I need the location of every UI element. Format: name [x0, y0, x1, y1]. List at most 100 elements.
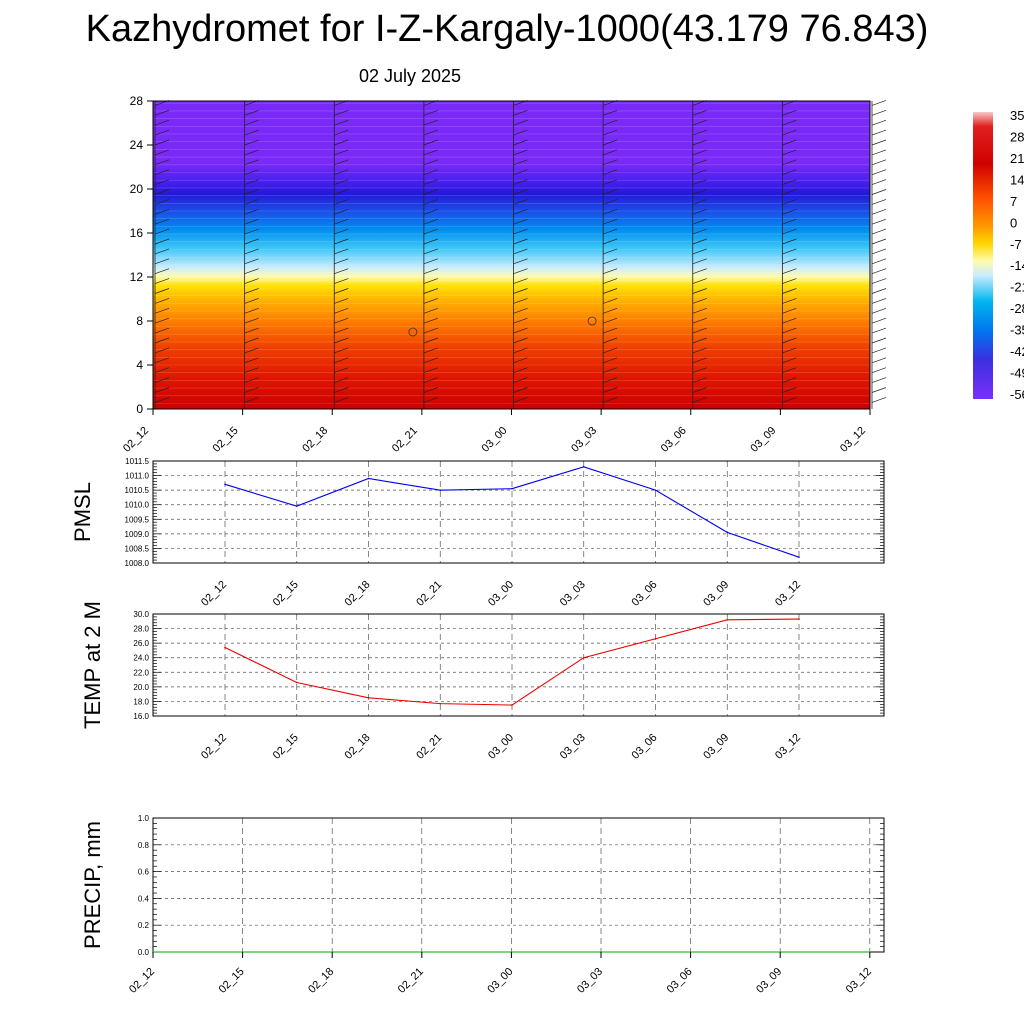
wind-barb-flag	[423, 218, 438, 225]
wind-barb-flag	[871, 298, 887, 304]
wind-barb-flag	[423, 397, 438, 403]
y-axis-title: PRECIP, mm	[80, 821, 105, 949]
wind-barb-flag	[603, 307, 618, 314]
x-tick-label: 02_15	[211, 425, 241, 455]
wind-barb-flag	[782, 248, 797, 255]
wind-barb-flag	[692, 139, 707, 146]
wind-barb-flag	[423, 179, 438, 185]
colorbar-label: -21	[1010, 280, 1024, 295]
wind-barb-flag	[423, 367, 438, 374]
x-tick-label: 03_00	[480, 425, 510, 455]
wind-barb-flag	[782, 357, 797, 364]
wind-barb-flag	[244, 298, 259, 304]
wind-barb-flag	[692, 307, 707, 314]
colorbar-label: -56	[1010, 387, 1024, 402]
y-tick-label: 1008.5	[125, 544, 150, 553]
wind-barb-flag	[244, 397, 259, 403]
wind-barb-flag	[423, 288, 438, 294]
data-point	[654, 489, 657, 491]
wind-barb-flag	[603, 248, 618, 255]
x-tick-label: 03_00	[486, 732, 516, 762]
wind-barb-flag	[603, 119, 618, 126]
wind-barb-flag	[871, 347, 887, 354]
wind-barb-flag	[871, 278, 887, 284]
wind-barb-flag	[692, 327, 707, 334]
y-tick-label: 24	[130, 138, 144, 152]
wind-barb-flag	[244, 317, 259, 324]
wind-barb-flag	[603, 357, 618, 364]
wind-barb-flag	[334, 208, 349, 215]
wind-barb-flag	[692, 109, 707, 116]
data-point	[726, 531, 729, 534]
wind-barb-flag	[603, 298, 618, 304]
precip-panel: 0.0 0.2 0.4 0.6 0.8 1.0 02_12 02_15 02_18 02_21 03…	[80, 814, 885, 996]
y-tick-label: 26.0	[133, 639, 149, 648]
wind-barb-flag	[334, 288, 349, 294]
wind-barb-flag	[244, 139, 259, 146]
wind-barb-flag	[423, 258, 438, 265]
wind-barb-flag	[334, 199, 349, 205]
wind-barb-flag	[154, 159, 170, 166]
wind-barb-flag	[782, 208, 797, 215]
data-point	[511, 487, 513, 490]
wind-barb-flag	[782, 258, 797, 265]
wind-barb-flag	[334, 278, 349, 284]
wind-barb-flag	[513, 228, 528, 235]
x-tick-label: 03_06	[630, 579, 660, 609]
wind-barb-flag	[244, 347, 259, 354]
wind-barb-flag	[782, 129, 797, 136]
wind-barb-flag	[423, 119, 438, 126]
wind-barb-flag	[154, 327, 170, 334]
wind-barb-flag	[692, 169, 707, 176]
wind-barb-flag	[871, 119, 887, 126]
data-point	[798, 618, 800, 620]
wind-barb-flag	[871, 208, 887, 215]
y-tick-label: 12	[130, 270, 144, 284]
wind-barb-flag	[423, 307, 438, 314]
x-tick-label: 02_21	[396, 966, 426, 996]
wind-barb-flag	[692, 208, 707, 215]
wind-barb-flag	[154, 268, 170, 275]
wind-barb-flag	[154, 337, 170, 344]
y-tick-label: 24.0	[133, 654, 149, 663]
wind-barb-flag	[244, 307, 259, 314]
x-tick-label: 03_12	[773, 579, 803, 609]
wind-barb-flag	[513, 238, 528, 245]
wind-barb-flag	[603, 367, 618, 374]
wind-barb-flag	[244, 208, 259, 215]
wind-barb-flag	[154, 228, 170, 235]
wind-barb-flag	[692, 189, 707, 195]
wind-barb-flag	[692, 278, 707, 284]
data-point	[439, 702, 442, 705]
wind-barb-flag	[782, 218, 797, 225]
wind-barb-flag	[154, 387, 170, 393]
colorbar-label: 35	[1010, 108, 1024, 123]
wind-barb-flag	[603, 288, 618, 294]
y-tick-label: 1011.5	[125, 457, 149, 466]
y-tick-label: 28	[130, 94, 144, 108]
wind-barb-flag	[334, 248, 349, 255]
wind-barb-flag	[423, 109, 438, 116]
wind-barb-flag	[871, 337, 887, 344]
wind-barb-flag	[334, 258, 349, 265]
x-tick-label: 02_12	[199, 732, 229, 762]
wind-barb-flag	[154, 218, 170, 225]
wind-barb-flag	[871, 129, 887, 136]
wind-barb-flag	[244, 288, 259, 294]
wind-barb-flag	[692, 268, 707, 275]
wind-barb-flag	[692, 228, 707, 235]
plot-frame	[152, 613, 885, 717]
wind-barb-flag	[782, 199, 797, 205]
wind-barb-flag	[782, 139, 797, 146]
wind-barb-flag	[334, 119, 349, 126]
wind-barb-flag	[154, 377, 170, 383]
colorbar-label: 28	[1010, 129, 1024, 144]
wind-barb-flag	[603, 228, 618, 235]
wind-barb-flag	[423, 387, 438, 393]
wind-barb-flag	[154, 307, 170, 314]
page-date: 02 July 2025	[358, 66, 462, 86]
y-tick-label: 16.0	[133, 712, 149, 721]
plot-frame	[152, 817, 885, 953]
wind-barb-flag	[871, 189, 887, 195]
wind-barb-flag	[244, 238, 259, 245]
